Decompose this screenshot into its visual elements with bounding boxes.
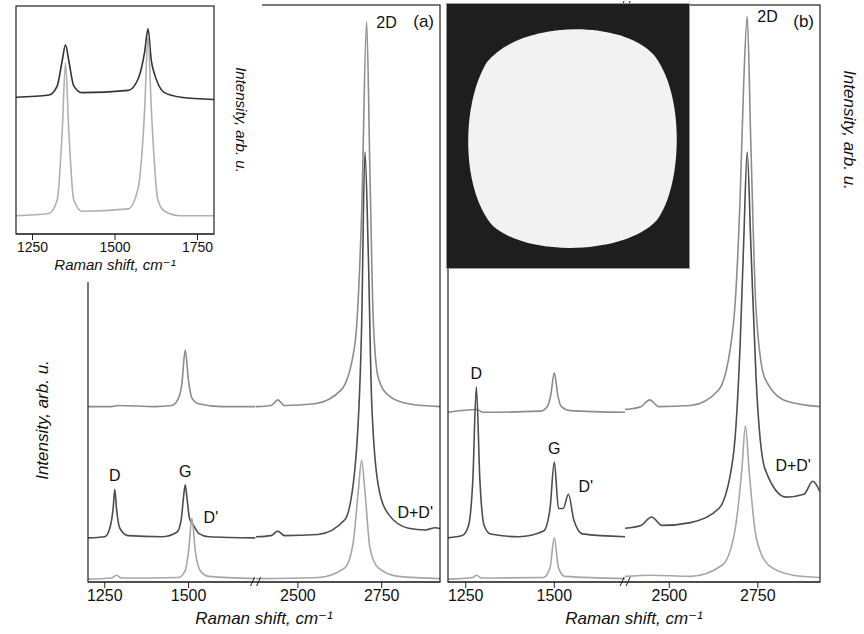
svg-text:Intensity, arb. u.: Intensity, arb. u.	[840, 70, 859, 190]
svg-text:D+D': D+D'	[775, 457, 811, 474]
svg-text:Raman shift, cm⁻¹: Raman shift, cm⁻¹	[195, 609, 333, 628]
svg-text:G: G	[179, 463, 191, 480]
svg-text:1500: 1500	[537, 587, 573, 604]
svg-text:Raman shift, cm⁻¹: Raman shift, cm⁻¹	[54, 256, 175, 273]
svg-text:2750: 2750	[364, 587, 400, 604]
svg-text:(b): (b)	[793, 12, 814, 31]
svg-text:1500: 1500	[99, 239, 130, 255]
svg-text:2500: 2500	[280, 587, 316, 604]
svg-text:D: D	[471, 365, 483, 382]
svg-text:G: G	[548, 440, 560, 457]
svg-text:2750: 2750	[740, 587, 776, 604]
svg-text:D: D	[109, 467, 121, 484]
svg-text:Raman shift, cm⁻¹: Raman shift, cm⁻¹	[565, 609, 703, 628]
svg-text:1250: 1250	[87, 587, 123, 604]
svg-text:1750: 1750	[182, 239, 213, 255]
svg-text:D+D': D+D'	[397, 504, 433, 521]
svg-text:2D: 2D	[376, 14, 396, 31]
svg-text:(a): (a)	[413, 12, 434, 31]
svg-text:2500: 2500	[652, 587, 688, 604]
svg-text:2D: 2D	[757, 8, 777, 25]
svg-text:1250: 1250	[17, 239, 48, 255]
svg-text:Intensity, arb. u.: Intensity, arb. u.	[33, 360, 52, 480]
svg-text:Intensity, arb. u.: Intensity, arb. u.	[233, 67, 250, 173]
svg-text:1250: 1250	[448, 587, 484, 604]
svg-text:D': D'	[578, 478, 593, 495]
svg-text:1500: 1500	[171, 587, 207, 604]
svg-text:D': D'	[204, 509, 219, 526]
